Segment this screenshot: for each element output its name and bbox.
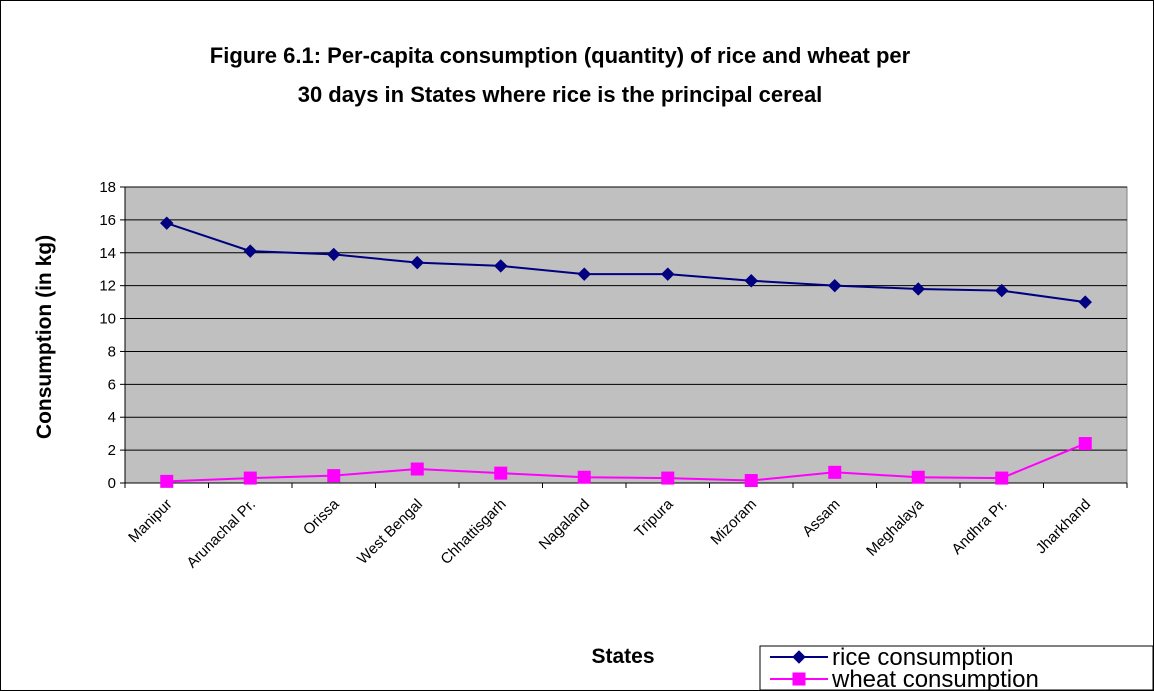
data-point-wheat-consumption (577, 470, 591, 484)
data-point-wheat-consumption (410, 462, 424, 476)
data-point-rice-consumption (661, 267, 675, 281)
legend-box (759, 645, 1154, 691)
y-tick-label: 0 (108, 475, 116, 492)
series-line-rice-consumption (166, 222, 1086, 304)
legend-label-rice-consumption: rice consumption (832, 644, 1013, 671)
chart-title-line1: Figure 6.1: Per-capita consumption (quan… (210, 43, 911, 68)
legend-label-wheat-consumption: wheat consumption (831, 666, 1039, 691)
x-axis-title: States (591, 645, 654, 668)
data-point-wheat-consumption (243, 471, 257, 485)
data-point-rice-consumption (911, 282, 925, 296)
data-point-wheat-consumption (828, 465, 842, 479)
legend-marker-rice-consumption (792, 650, 806, 664)
data-point-rice-consumption (995, 283, 1009, 298)
data-point-wheat-consumption (661, 471, 675, 485)
y-tick-label: 6 (108, 376, 116, 393)
y-tick-label: 12 (99, 278, 116, 295)
y-axis-title: Consumption (in kg) (33, 235, 56, 439)
data-point-rice-consumption (828, 278, 842, 293)
data-point-wheat-consumption (494, 466, 508, 480)
plot-background (124, 186, 1128, 484)
data-point-wheat-consumption (1078, 437, 1092, 451)
data-point-rice-consumption (577, 267, 591, 281)
data-point-wheat-consumption (995, 471, 1009, 485)
data-point-rice-consumption (744, 274, 758, 288)
data-point-rice-consumption (1078, 295, 1092, 309)
legend-marker-wheat-consumption (792, 672, 806, 686)
y-tick-label: 18 (99, 179, 116, 196)
data-point-wheat-consumption (327, 469, 341, 483)
y-tick-label: 8 (108, 343, 116, 360)
data-point-rice-consumption (410, 255, 424, 270)
y-tick-label: 16 (99, 212, 116, 229)
data-point-rice-consumption (243, 244, 257, 258)
data-point-rice-consumption (160, 216, 174, 230)
y-tick-label: 4 (108, 409, 116, 426)
data-point-rice-consumption (327, 247, 341, 262)
chart-title-line2: 30 days in States where rice is the prin… (298, 82, 823, 107)
data-point-rice-consumption (494, 259, 508, 273)
data-point-wheat-consumption (744, 474, 758, 488)
y-tick-label: 14 (99, 245, 116, 262)
y-tick-label: 10 (99, 311, 116, 328)
y-tick-label: 2 (108, 442, 116, 459)
series-line-wheat-consumption (166, 442, 1086, 483)
data-point-wheat-consumption (911, 470, 925, 484)
data-point-wheat-consumption (160, 474, 174, 488)
